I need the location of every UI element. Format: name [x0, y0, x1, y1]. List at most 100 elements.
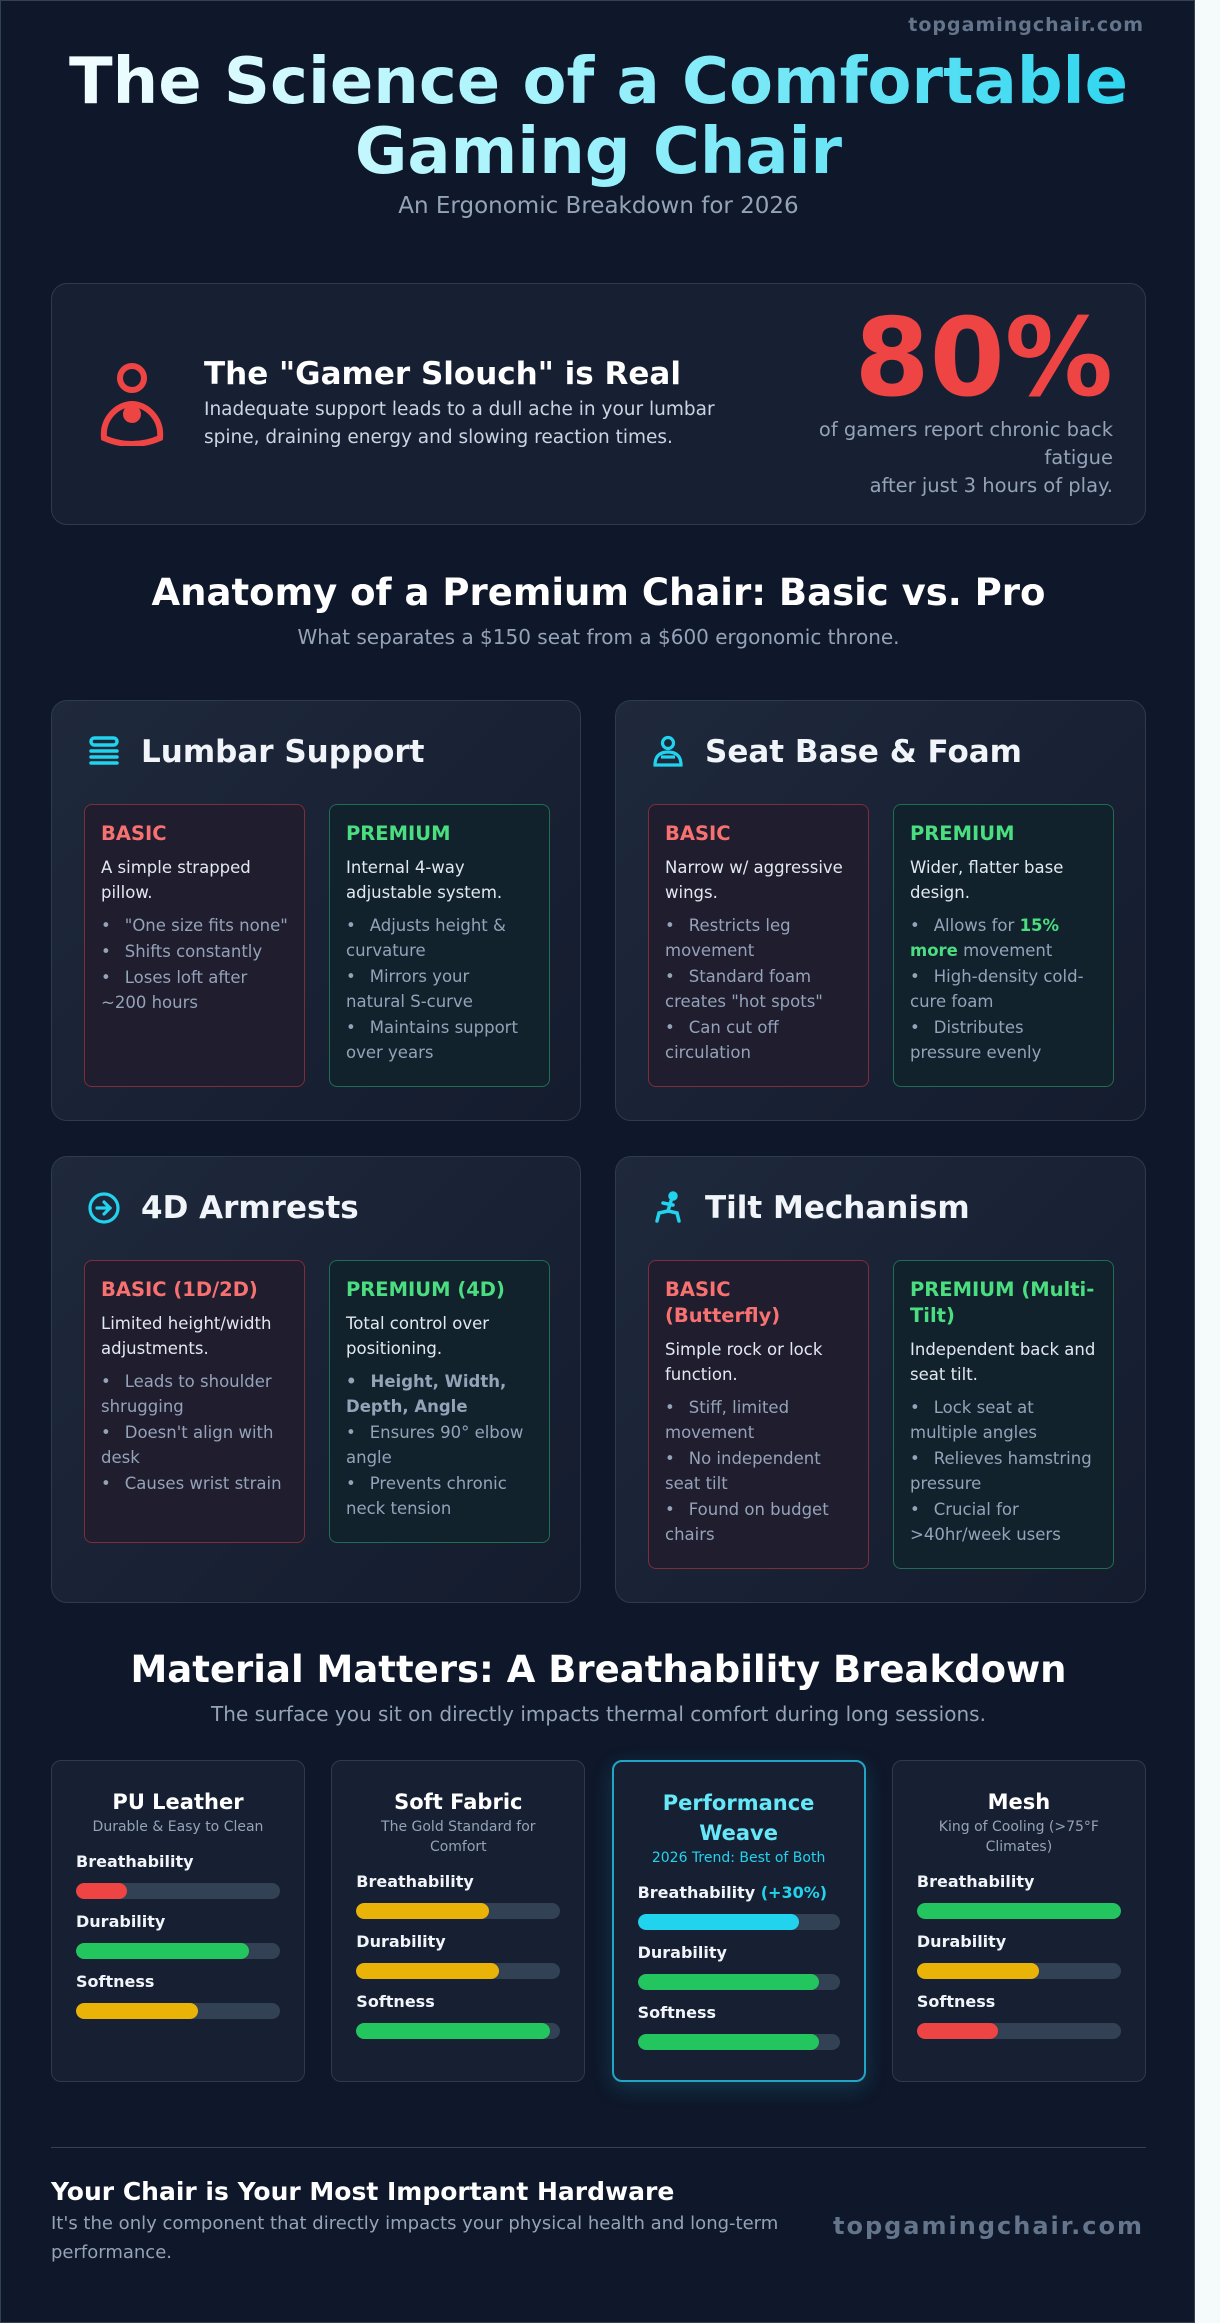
rating-bar [637, 1974, 840, 1990]
material-subtitle: Durable & Easy to Clean [92, 1819, 264, 1835]
rating-name: Breathability [356, 1872, 474, 1891]
rating-bar [356, 1903, 561, 1919]
bullet: "One size fits none" [101, 913, 288, 938]
rating-name: Softness [76, 1972, 155, 1991]
bullet-list: Height, Width, Depth, AngleEnsures 90° e… [346, 1369, 533, 1521]
rating-bar [637, 2034, 840, 2050]
rating-bar [76, 2003, 280, 2019]
footer-watermark[interactable]: topgamingchair.com [832, 2212, 1144, 2240]
rating-bar-fill [76, 1943, 250, 1959]
rating-label: Softness [638, 2002, 840, 2024]
bullet: Mirrors your natural S-curve [346, 964, 533, 1014]
material-subtitle: 2026 Trend: Best of Both [651, 1850, 826, 1866]
rating-label: Breathability [76, 1851, 280, 1873]
rating-bar [916, 1903, 1121, 1919]
seat-user-icon [651, 735, 685, 769]
person-slouch-icon [100, 363, 164, 446]
bullet-list: Lock seat at multiple anglesRelieves ham… [910, 1395, 1097, 1547]
bullet: Shifts constantly [101, 939, 288, 964]
tier-label: BASIC [665, 822, 731, 845]
rating-row: Breathability [76, 1851, 280, 1899]
rating-row: Softness [637, 2002, 840, 2050]
anatomy-subtitle: What separates a $150 seat from a $600 e… [297, 625, 900, 649]
card-title: Seat Base & Foam [705, 734, 1022, 770]
rating-row: Breathability (+30%) [637, 1882, 840, 1930]
arrow-circle-icon [87, 1191, 121, 1225]
rating-bar-fill [916, 2023, 999, 2039]
bullet: High-density cold-cure foam [910, 964, 1097, 1014]
stat-caption: of gamers report chronic back fatigue aft… [783, 416, 1113, 500]
bullet: Ensures 90° elbow angle [346, 1420, 533, 1470]
feature-grid: Lumbar Support BASIC A simple strapped pil… [51, 700, 1146, 1603]
bullet: Lock seat at multiple angles [910, 1395, 1097, 1445]
material-name: Mesh [987, 1790, 1051, 1814]
card-title: Tilt Mechanism [705, 1190, 970, 1226]
bullet-list: "One size fits none"Shifts constantlyLos… [101, 913, 288, 1015]
tier-description: Independent back and seat tilt. [910, 1340, 1096, 1384]
rating-name: Durability [916, 1932, 1007, 1951]
rating-bar [637, 1914, 840, 1930]
basic-tier-pane: BASIC (Butterfly) Simple rock or lock fun… [648, 1260, 869, 1569]
rating-bar-fill [76, 2003, 199, 2019]
bullet-text: Allows for [933, 916, 1020, 935]
tier-label: BASIC (1D/2D) [101, 1278, 258, 1301]
materials-grid: PU Leather Durable & Easy to Clean Breatha… [51, 1760, 1146, 2082]
basic-tier-pane: BASIC Narrow w/ aggressive wings. Restrict… [648, 804, 869, 1087]
stat-card: The "Gamer Slouch" is Real Inadequate su… [51, 283, 1146, 525]
tier-label: PREMIUM (Multi-Tilt) [910, 1278, 1095, 1327]
bullet: Relieves hamstring pressure [910, 1446, 1097, 1496]
comparison-panes: BASIC Narrow w/ aggressive wings. Restrict… [648, 804, 1114, 1087]
card-title: 4D Armrests [141, 1190, 359, 1226]
materials-subtitle: The surface you sit on directly impacts … [211, 1702, 986, 1726]
tier-description: A simple strapped pillow. [101, 858, 251, 902]
anatomy-title: Anatomy of a Premium Chair: Basic vs. Pr… [151, 571, 1046, 614]
rating-name: Durability [76, 1912, 166, 1931]
bullet: Crucial for >40hr/week users [910, 1497, 1097, 1547]
feature-card-lumbar-support: Lumbar Support BASIC A simple strapped pil… [51, 700, 581, 1121]
basic-tier-pane: BASIC (1D/2D) Limited height/width adjust… [84, 1260, 305, 1543]
rating-name: Durability [637, 1943, 727, 1962]
rating-name: Breathability [637, 1883, 756, 1902]
basic-tier-pane: BASIC A simple strapped pillow. "One size … [84, 804, 305, 1087]
feature-card-4d-armrests: 4D Armrests BASIC (1D/2D) Limited height/w… [51, 1156, 581, 1603]
watermark[interactable]: topgamingchair.com [908, 14, 1144, 36]
infographic: topgamingchair.com The Science of a Comf… [0, 0, 1195, 2323]
tier-label: PREMIUM [910, 822, 1015, 845]
rating-bar-fill [356, 2023, 551, 2039]
feature-card-seat-base-foam: Seat Base & Foam BASIC Narrow w/ aggressiv… [615, 700, 1146, 1121]
tier-description: Wider, flatter base design. [910, 858, 1064, 902]
tilt-figure-icon [651, 1191, 685, 1225]
rating-label: Breathability [917, 1871, 1121, 1893]
rating-bar [916, 2023, 1121, 2039]
rating-name: Softness [637, 2003, 717, 2022]
bullet-list: Restricts leg movementStandard foam crea… [665, 913, 852, 1065]
title-line-1: The Science of a Comfortable [69, 45, 1128, 119]
rating-name: Breathability [916, 1872, 1035, 1891]
tier-description: Internal 4-way adjustable system. [346, 858, 503, 902]
bullet: Adjusts height & curvature [346, 913, 533, 963]
premium-tier-pane: PREMIUM Internal 4-way adjustable system.… [329, 804, 550, 1087]
material-card-pu-leather: PU Leather Durable & Easy to Clean Breatha… [51, 1760, 305, 2082]
rating-row: Softness [76, 1971, 280, 2019]
rating-label: Softness [917, 1991, 1121, 2013]
bullet: Stiff, limited movement [665, 1395, 852, 1445]
tier-description: Limited height/width adjustments. [101, 1314, 272, 1358]
rating-label: Durability [76, 1911, 280, 1933]
rating-bar-fill [637, 1974, 820, 1990]
rating-bar-fill [637, 2034, 820, 2050]
bullet-list: Leads to shoulder shruggingDoesn't align… [101, 1369, 288, 1496]
page-subtitle: An Ergonomic Breakdown for 2026 [398, 193, 799, 219]
tier-description: Narrow w/ aggressive wings. [665, 858, 843, 902]
material-card-mesh: Mesh King of Cooling (>75°F Climates) Brea… [891, 1760, 1146, 2082]
rating-label: Durability [638, 1942, 840, 1964]
rating-bar-fill [76, 1883, 127, 1899]
stat-title: The "Gamer Slouch" is Real [204, 356, 681, 392]
rating-row: Softness [356, 1991, 561, 2039]
rating-bar [356, 2023, 561, 2039]
footer-text: It's the only component that directly im… [51, 2213, 779, 2263]
bullet: Causes wrist strain [101, 1471, 288, 1496]
card-title: Lumbar Support [141, 734, 425, 770]
bullet-list: Stiff, limited movementNo independent se… [665, 1395, 852, 1547]
card-header: Seat Base & Foam [648, 733, 1113, 771]
card-header: Lumbar Support [84, 733, 548, 771]
